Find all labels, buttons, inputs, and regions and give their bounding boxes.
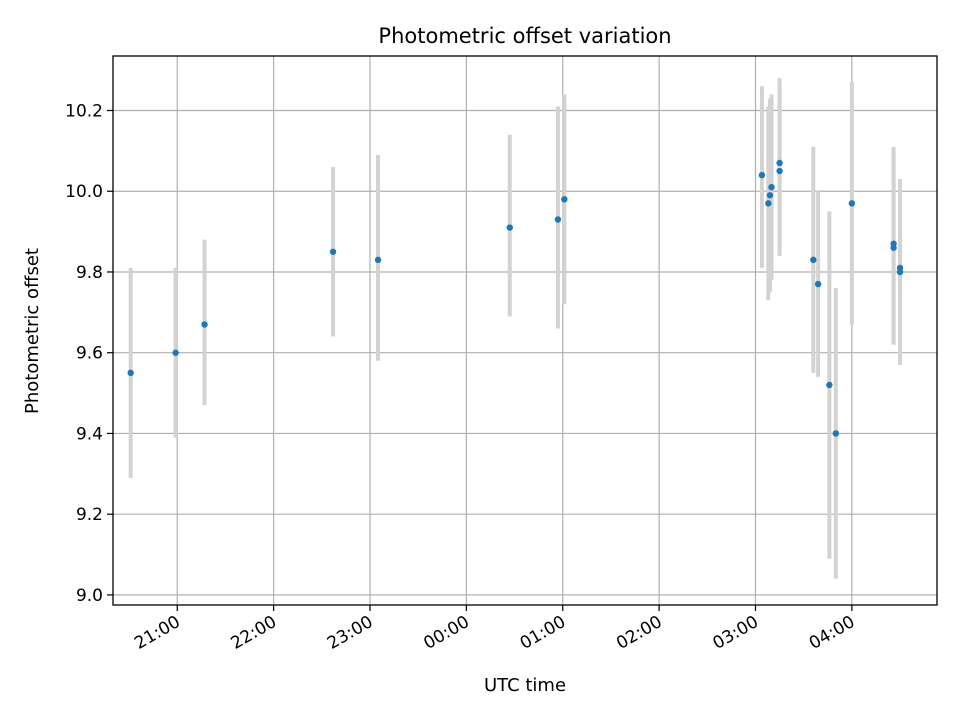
data-points bbox=[127, 159, 904, 437]
data-point bbox=[765, 200, 772, 207]
data-point bbox=[506, 224, 513, 231]
data-point bbox=[561, 196, 568, 203]
data-point bbox=[201, 321, 208, 328]
data-point bbox=[832, 430, 840, 437]
data-point bbox=[776, 159, 783, 167]
data-point bbox=[127, 369, 134, 377]
data-point bbox=[768, 183, 775, 191]
plot-frame bbox=[112, 55, 938, 606]
y-tick-label: 10.0 bbox=[65, 182, 103, 202]
y-tick-label: 9.6 bbox=[76, 344, 103, 364]
y-tick-label: 10.2 bbox=[65, 101, 103, 121]
data-point bbox=[848, 200, 856, 207]
data-point bbox=[329, 248, 337, 255]
data-point bbox=[374, 256, 382, 264]
data-point bbox=[890, 244, 897, 251]
y-tick-label: 9.2 bbox=[76, 505, 103, 525]
grid-lines bbox=[113, 56, 937, 605]
data-point bbox=[554, 216, 562, 223]
data-point bbox=[776, 167, 783, 175]
data-point bbox=[810, 256, 817, 264]
data-point bbox=[766, 192, 774, 199]
data-point bbox=[896, 264, 904, 272]
y-axis-label: Photometric offset bbox=[22, 248, 43, 414]
data-point bbox=[826, 381, 833, 389]
y-tick-label: 9.8 bbox=[76, 263, 103, 283]
x-axis-label: UTC time bbox=[484, 675, 566, 696]
data-point bbox=[758, 171, 766, 179]
y-tick-label: 9.0 bbox=[76, 586, 103, 606]
data-point bbox=[172, 349, 179, 356]
chart-title: Photometric offset variation bbox=[378, 24, 671, 48]
data-point bbox=[814, 280, 822, 288]
y-tick-label: 9.4 bbox=[76, 424, 103, 444]
